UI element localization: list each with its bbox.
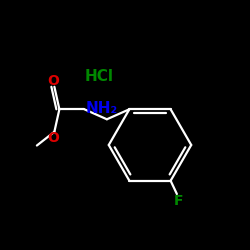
Text: O: O: [47, 131, 59, 145]
Text: O: O: [47, 74, 59, 88]
Text: HCl: HCl: [85, 69, 114, 84]
Text: F: F: [174, 194, 183, 208]
Text: NH₂: NH₂: [86, 100, 118, 116]
